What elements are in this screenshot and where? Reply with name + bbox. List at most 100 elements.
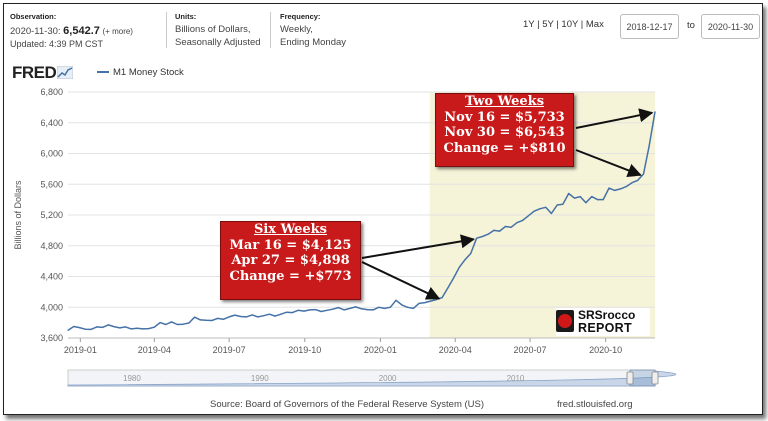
range-max-link[interactable]: Max	[585, 19, 604, 30]
data-point	[481, 235, 483, 238]
navigator-handle-right	[651, 371, 659, 385]
data-point	[188, 322, 190, 324]
data-point	[297, 309, 299, 311]
data-point	[499, 230, 501, 232]
observation-value: 2020-11-30: 6,542.7 (+ more)	[10, 25, 133, 37]
fred-logo[interactable]: FRED	[12, 63, 74, 83]
x-tick-label: 2019-07	[213, 345, 246, 355]
frequency-line-1: Weekly,	[280, 24, 313, 35]
data-point	[84, 328, 86, 330]
data-point	[424, 302, 426, 304]
six-weeks-annotation: Six Weeks Mar 16 = $4,125 Apr 27 = $4,89…	[220, 221, 361, 300]
data-point	[642, 173, 645, 175]
range-selector: 1Y | 5Y | 10Y | Max	[523, 19, 604, 30]
six-weeks-line-1: Mar 16 = $4,125	[229, 237, 352, 253]
data-point	[625, 186, 627, 188]
data-point	[596, 199, 599, 201]
y-tick-label: 6,400	[40, 118, 63, 128]
legend-swatch	[97, 71, 109, 74]
data-point	[303, 310, 305, 312]
data-point	[464, 259, 466, 261]
data-point	[142, 328, 144, 330]
data-point	[487, 233, 489, 235]
data-point	[355, 306, 357, 308]
data-point	[608, 187, 610, 189]
data-point	[516, 222, 518, 224]
data-point	[476, 237, 478, 239]
data-point	[372, 309, 374, 311]
two-weeks-line-2: Nov 30 = $6,543	[444, 125, 565, 140]
range-1y-link[interactable]: 1Y	[523, 19, 535, 30]
x-tick-label: 2019-10	[288, 345, 321, 355]
data-point	[165, 323, 167, 326]
observation-more-link[interactable]: (+ more)	[102, 27, 133, 36]
arrow-nov-16	[575, 149, 642, 177]
data-point	[337, 307, 340, 309]
range-5y-link[interactable]: 5Y	[542, 19, 554, 30]
fred-logo-text: FRED	[12, 63, 57, 82]
srs-logo-line-2: REPORT	[578, 321, 632, 335]
data-point	[257, 316, 259, 318]
navigator-area	[67, 370, 677, 387]
data-point	[619, 188, 622, 190]
data-point	[510, 226, 512, 228]
data-point	[568, 192, 570, 195]
data-point	[194, 316, 196, 318]
start-date-input[interactable]: 2018-12-17	[620, 14, 679, 39]
srsrocco-report-logo: SRSrocco REPORT	[556, 308, 650, 336]
arrow-nov-30	[575, 108, 654, 129]
data-point	[263, 315, 265, 317]
x-tick-label: 2020-01	[364, 345, 397, 355]
data-point	[119, 327, 121, 329]
data-point	[550, 212, 553, 215]
range-navigator[interactable]: 1980 1990 2000 2010	[67, 369, 677, 387]
data-point	[585, 202, 587, 204]
data-point	[654, 111, 656, 113]
six-weeks-title: Six Weeks	[253, 222, 327, 237]
data-point	[522, 219, 524, 221]
x-tick-label: 2020-07	[514, 345, 547, 355]
data-point	[527, 215, 530, 217]
data-point	[458, 266, 460, 268]
navigator-handle-left	[626, 371, 634, 385]
data-point	[562, 203, 564, 205]
navigator-year-label: 2010	[507, 374, 525, 383]
data-point	[349, 307, 351, 309]
data-point	[96, 326, 98, 328]
data-point	[533, 210, 535, 212]
y-tick-label: 6,800	[40, 87, 63, 97]
x-tick-label: 2019-01	[64, 345, 97, 355]
y-tick-label: 4,800	[40, 241, 63, 251]
data-point	[453, 277, 455, 279]
units-line-2: Seasonally Adjusted	[175, 37, 261, 48]
data-point	[222, 318, 224, 320]
header-divider	[166, 12, 167, 48]
range-10y-link[interactable]: 10Y	[561, 19, 579, 30]
data-point	[309, 309, 311, 311]
y-tick-label: 3,600	[40, 333, 63, 343]
navigator-year-label: 2000	[379, 374, 397, 383]
data-point	[73, 325, 75, 328]
data-point	[545, 206, 547, 208]
data-point	[240, 315, 242, 318]
data-point	[182, 323, 184, 325]
six-weeks-line-2: Apr 27 = $4,898	[231, 253, 350, 268]
srs-logo-line-1: SRSrocco	[578, 308, 636, 322]
y-axis-label: Billions of Dollars	[13, 180, 23, 250]
data-point	[648, 145, 650, 147]
site-link[interactable]: fred.stlouisfed.org	[557, 399, 633, 410]
data-point	[412, 307, 414, 309]
data-point	[199, 319, 201, 321]
data-point	[268, 313, 270, 315]
data-point	[205, 319, 207, 321]
y-tick-label: 4,000	[40, 302, 63, 312]
data-point	[435, 299, 437, 301]
data-point	[389, 306, 391, 308]
end-date-input[interactable]: 2020-11-30	[701, 14, 760, 39]
to-label: to	[687, 20, 695, 31]
data-point	[67, 329, 69, 331]
data-point	[637, 179, 639, 181]
data-point	[418, 302, 420, 304]
data-point	[251, 314, 253, 316]
fred-graph-panel: Observation: 2020-11-30: 6,542.7 (+ more…	[3, 3, 763, 415]
